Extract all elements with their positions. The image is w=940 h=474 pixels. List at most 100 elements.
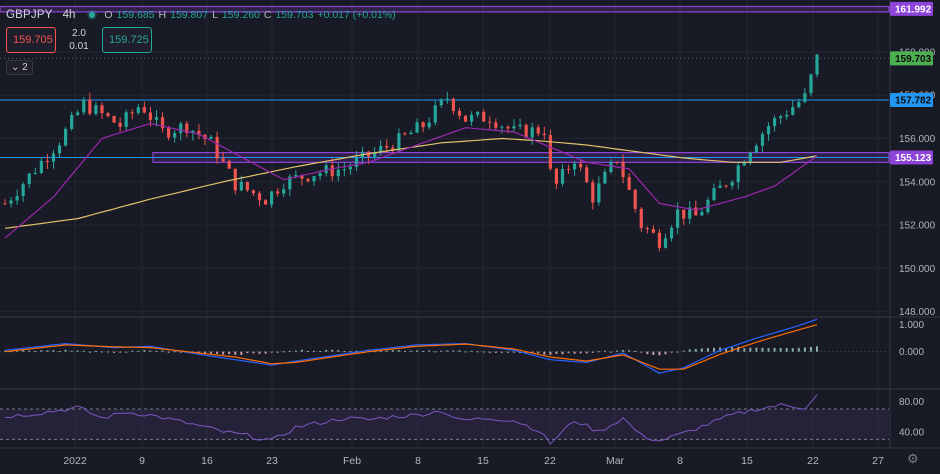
- macd-histogram-bar: [676, 351, 679, 353]
- macd-histogram-bar: [543, 351, 546, 355]
- candle-body: [554, 168, 559, 184]
- macd-histogram-bar: [652, 351, 655, 355]
- candle-body: [148, 112, 153, 120]
- candle-body: [245, 181, 249, 191]
- chevron-down-icon: ⌄: [11, 62, 20, 73]
- price-tick-label: 156.000: [899, 134, 936, 145]
- candle-body: [112, 116, 116, 123]
- macd-histogram-bar: [228, 351, 231, 355]
- macd-histogram-bar: [500, 351, 503, 353]
- macd-tick-label: 1.000: [899, 320, 924, 331]
- candle-body: [597, 183, 601, 203]
- candle-body: [591, 182, 595, 203]
- macd-pane: 1.000 0.000: [0, 318, 924, 374]
- macd-histogram-bar: [58, 351, 61, 353]
- candle-body: [294, 175, 298, 177]
- macd-histogram-bar: [82, 350, 85, 352]
- macd-histogram-bar: [46, 350, 49, 352]
- candle-body: [609, 161, 613, 172]
- macd-histogram-bar: [88, 351, 91, 353]
- candle-body: [688, 207, 692, 219]
- macd-histogram-bar: [422, 351, 425, 353]
- candle-body: [627, 177, 631, 190]
- macd-histogram-bar: [203, 351, 206, 354]
- macd-histogram-bar: [761, 347, 764, 352]
- macd-histogram-bar: [100, 351, 103, 353]
- macd-histogram-bar: [288, 350, 291, 352]
- macd-histogram-bar: [779, 348, 782, 352]
- sell-button[interactable]: 159.705: [6, 27, 56, 53]
- low-label: L: [212, 9, 218, 21]
- indicators-toggle[interactable]: ⌄ 2: [6, 60, 33, 75]
- macd-histogram-bar: [70, 350, 73, 352]
- macd-histogram-bar: [458, 350, 461, 352]
- candle-body: [142, 107, 146, 113]
- macd-histogram-bar: [719, 347, 722, 352]
- high-label: H: [158, 9, 167, 21]
- macd-histogram-bar: [609, 351, 612, 353]
- macd-histogram-bar: [597, 351, 600, 353]
- time-tick-label: Feb: [343, 455, 361, 467]
- candle-body: [76, 112, 80, 115]
- macd-histogram-bar: [282, 351, 285, 353]
- price-tick-label: 154.000: [899, 177, 936, 188]
- candle-body: [160, 117, 165, 129]
- macd-histogram-bar: [482, 351, 485, 353]
- price-tick-label: 148.000: [899, 307, 936, 318]
- candle-body: [27, 173, 31, 185]
- macd-histogram-bar: [167, 351, 170, 353]
- lot-value[interactable]: 0.01: [69, 41, 89, 52]
- time-tick-label: 22: [807, 455, 819, 467]
- macd-histogram-bar: [706, 348, 709, 352]
- candle-body: [215, 136, 219, 159]
- macd-histogram-bar: [513, 351, 516, 353]
- macd-histogram-bar: [319, 351, 322, 353]
- candle-body: [379, 145, 383, 152]
- macd-histogram-bar: [585, 351, 588, 354]
- macd-histogram-bar: [603, 350, 606, 352]
- macd-histogram-bar: [622, 350, 625, 352]
- buy-button[interactable]: 159.725: [102, 27, 152, 53]
- macd-histogram-bar: [34, 351, 37, 353]
- time-tick-label: 15: [741, 455, 753, 467]
- timeframe-label[interactable]: 4h: [62, 9, 76, 21]
- candle-body: [118, 122, 122, 127]
- macd-histogram-bar: [28, 350, 31, 352]
- macd-histogram-bar: [264, 351, 267, 354]
- candle-body: [463, 115, 468, 122]
- candle-body: [706, 200, 710, 213]
- macd-histogram-bar: [549, 351, 552, 355]
- macd-histogram-bar: [712, 347, 715, 352]
- candle-body: [694, 207, 698, 216]
- macd-histogram-bar: [143, 350, 146, 352]
- candle-body: [391, 147, 395, 151]
- macd-histogram-bar: [410, 350, 412, 352]
- candle-body: [179, 123, 183, 134]
- candle-body: [257, 193, 262, 201]
- candle-body: [760, 134, 765, 146]
- candle-body: [3, 203, 7, 205]
- candle-body: [657, 232, 662, 248]
- macd-histogram-bar: [476, 351, 479, 353]
- low-value: 159.260: [221, 9, 260, 21]
- macd-histogram-bar: [76, 350, 79, 352]
- macd-histogram-bar: [306, 350, 309, 352]
- macd-histogram-bar: [452, 350, 455, 352]
- gear-icon[interactable]: ⚙: [907, 451, 919, 466]
- price-label-bg: [890, 1, 933, 16]
- symbol-label[interactable]: GBPJPY: [6, 9, 53, 21]
- candle-body: [718, 185, 722, 188]
- macd-histogram-bar: [664, 351, 667, 355]
- macd-histogram-bar: [567, 351, 570, 354]
- price-tick-label: 152.000: [899, 221, 936, 232]
- macd-histogram-bar: [628, 350, 631, 352]
- macd-tick-label: 0.000: [899, 347, 924, 358]
- macd-histogram-bar: [40, 350, 43, 352]
- candle-body: [167, 128, 171, 138]
- candle-body: [57, 145, 62, 154]
- macd-histogram-bar: [300, 349, 303, 352]
- candle-body: [197, 130, 201, 135]
- macd-histogram-bar: [561, 351, 564, 355]
- candle-body: [421, 122, 425, 128]
